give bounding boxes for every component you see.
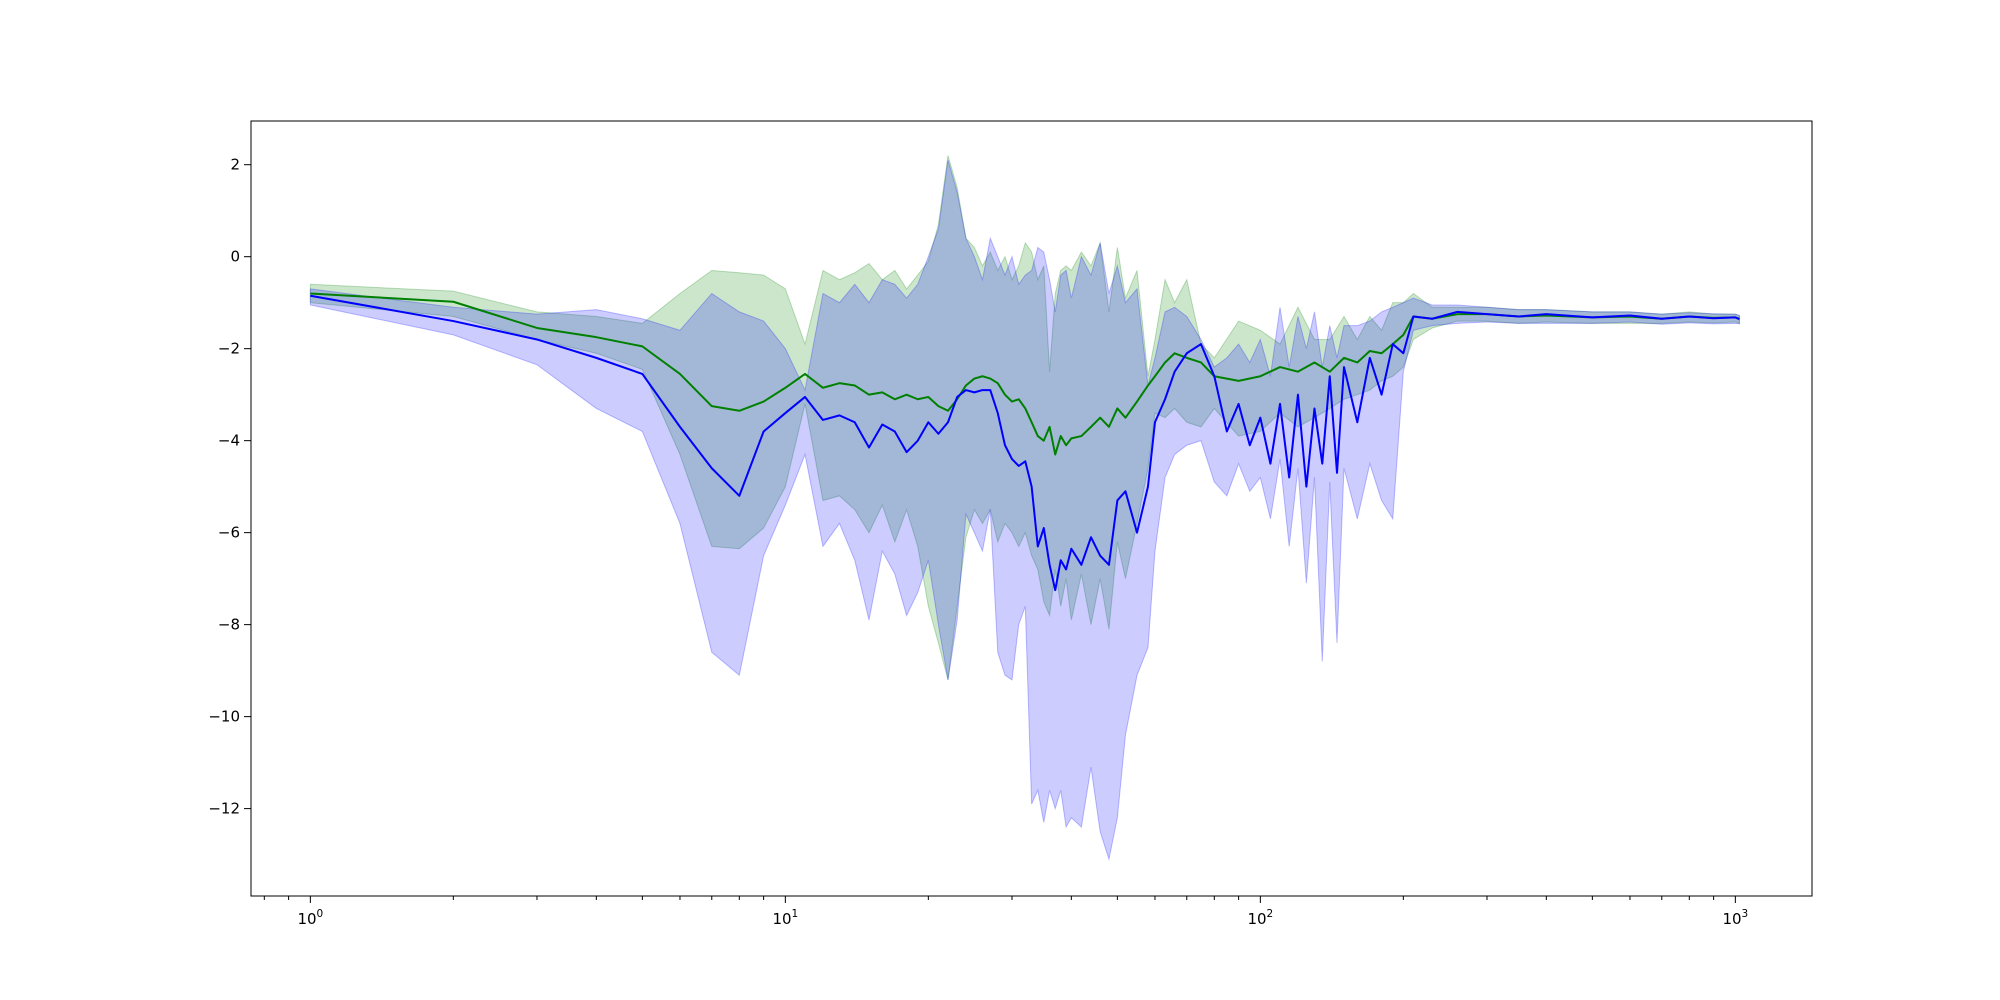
y-tick-label: −8	[218, 616, 240, 634]
x-tick-label: 100	[297, 908, 323, 928]
y-tick-label: −2	[218, 340, 240, 358]
y-tick-label: 0	[230, 248, 240, 266]
series-1-line	[310, 294, 1740, 592]
x-tick-label: 101	[772, 908, 798, 928]
series-1-confidence-band	[309, 159, 1740, 862]
plot-area	[309, 155, 1740, 862]
y-tick-label: −4	[218, 432, 240, 450]
y-axis: 2 0 −2 −4 −6 −8 −10 −12	[208, 156, 251, 818]
x-axis: 100 101 102 103	[263, 896, 1748, 928]
x-tick-label: 102	[1247, 908, 1273, 928]
y-tick-label: −6	[218, 524, 240, 542]
y-tick-label: 2	[230, 156, 240, 174]
x-tick-label: 103	[1722, 908, 1748, 928]
series-0-line	[310, 292, 1740, 456]
y-tick-label: −10	[208, 708, 240, 726]
y-tick-label: −12	[208, 800, 240, 818]
axes-frame	[250, 120, 1813, 897]
series-0-confidence-band	[309, 155, 1740, 680]
